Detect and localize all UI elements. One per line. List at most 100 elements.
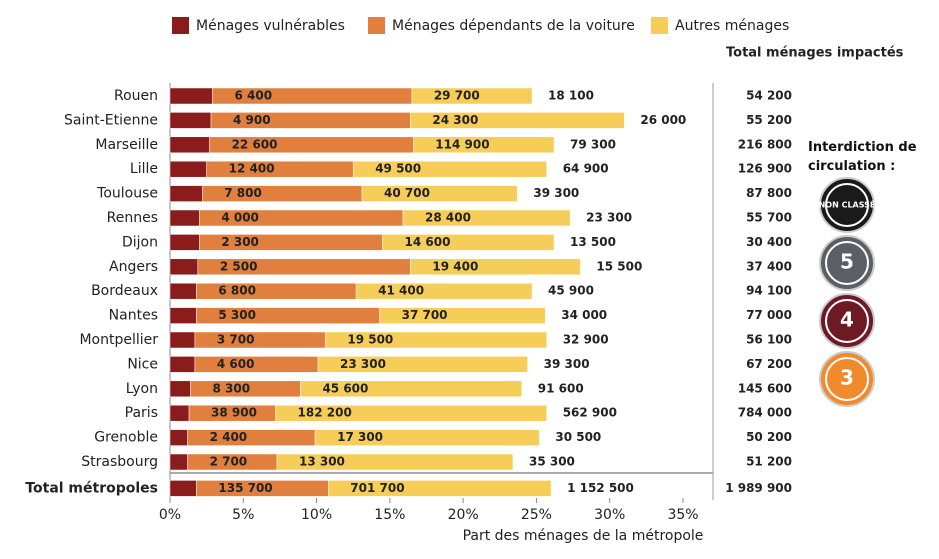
total-value: 30 400 [746,235,792,249]
category-label: Nantes [109,308,158,324]
totals-title: Total ménages impactés [726,46,904,61]
badge [819,235,875,291]
data-label: 182 200 [298,406,352,420]
x-tick-label: 15% [374,507,405,523]
category-label: Lyon [126,381,158,397]
data-label: 79 300 [570,137,616,151]
legend-swatch [172,17,189,34]
total-value: 50 200 [746,430,792,444]
bar-segment [169,429,188,446]
badge [819,293,875,349]
total-value: 216 800 [738,137,792,151]
data-label: 12 400 [229,162,275,176]
category-label: Toulouse [96,186,158,202]
data-label: 30 500 [555,430,601,444]
x-tick-label: 30% [594,507,625,523]
bar-segment [379,307,546,324]
category-label: Paris [125,405,158,421]
bar-segment [169,356,196,373]
category-label: Saint-Etienne [64,112,158,128]
data-label: 701 700 [350,481,404,495]
data-label: 45 600 [322,381,368,395]
data-label: 4 000 [221,211,259,225]
bar-segment [169,185,203,202]
bar-segment [355,282,533,300]
data-label: 39 300 [533,186,579,200]
data-label: 2 400 [210,430,248,444]
bar-segment [410,258,581,276]
data-label: 19 400 [432,259,478,273]
badges-title: Interdiction de circulation : [808,140,917,174]
data-label: 6 800 [218,284,256,298]
bar-segment [169,307,197,324]
data-label: 4 900 [233,113,271,127]
bar-segment [187,429,316,446]
data-label: 135 700 [218,481,272,495]
legend-label: Ménages dépendants de la voiture [392,18,635,34]
bar-segment [413,136,555,154]
category-label: Strasbourg [81,454,158,470]
bar-segment [402,209,571,227]
x-tick-label: 10% [301,507,332,523]
bar-segment [169,282,197,300]
bar-segment [169,380,191,398]
data-label: 22 600 [232,137,278,151]
bar-segment [169,453,188,471]
data-label: 19 500 [347,333,393,347]
bar-segment [169,258,199,276]
data-label: 6 400 [235,89,273,103]
bar-segment [169,404,190,422]
data-label: 114 900 [435,137,489,151]
data-label: 40 700 [384,186,430,200]
category-label: Montpellier [79,332,158,348]
data-label: 39 300 [544,357,590,371]
data-label: 4 600 [217,357,255,371]
data-label: 14 600 [405,235,451,249]
category-label: Lille [130,161,158,177]
data-label: 7 800 [224,186,262,200]
badge-ring [825,241,869,285]
total-value: 51 200 [746,455,792,469]
x-tick-label: 0% [159,507,181,523]
badge-ring [825,183,869,227]
data-label: 17 300 [337,430,383,444]
total-value: 1 989 900 [725,481,792,495]
bar-segment [328,480,552,497]
x-tick-label: 20% [448,507,479,523]
bar-segment [169,160,207,178]
badge-label: 4 [840,308,854,332]
bar-segment [325,331,547,349]
total-value: 55 200 [746,113,792,127]
bar-segment [382,234,555,251]
category-label: Nice [127,356,158,372]
total-value: 55 700 [746,211,792,225]
data-label: 41 400 [378,284,424,298]
bar-segment [194,331,326,349]
bar-segment [169,209,200,227]
data-label: 32 900 [563,333,609,347]
data-label: 13 500 [570,235,616,249]
data-label: 29 700 [434,89,480,103]
data-label: 64 900 [563,162,609,176]
x-axis-label: Part des ménages de la métropole [463,528,704,544]
data-label: 23 300 [586,211,632,225]
x-tick-label: 5% [232,507,254,523]
data-label: 2 300 [221,235,259,249]
bar-segment [169,136,210,154]
data-label: 45 900 [548,284,594,298]
data-label: 24 300 [432,113,478,127]
data-label: 26 000 [640,113,686,127]
data-label: 91 600 [538,381,584,395]
total-value: 77 000 [746,308,792,322]
total-value: 94 100 [746,284,792,298]
badge-ring [825,299,869,343]
badge-ring [825,357,869,401]
total-value: 145 600 [738,381,792,395]
bar-segment [411,87,533,105]
badges-title-box: Interdiction de circulation : [808,140,917,174]
x-tick-label: 35% [667,507,698,523]
category-label: Rennes [107,210,158,226]
x-tick-label: 25% [521,507,552,523]
bar-segment [169,234,200,251]
data-label: 2 500 [220,259,258,273]
